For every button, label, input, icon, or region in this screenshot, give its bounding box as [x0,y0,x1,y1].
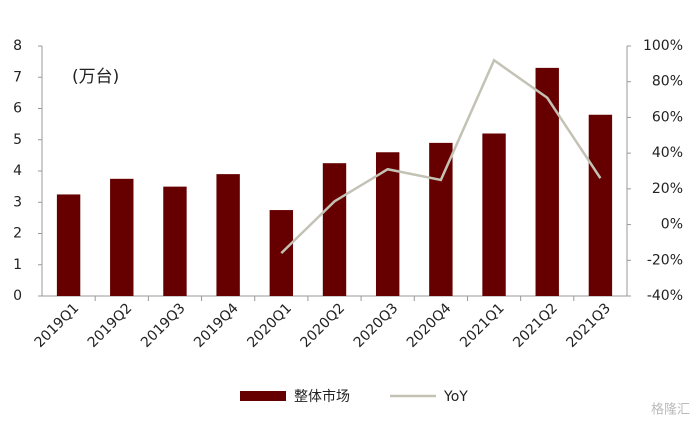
legend-label: 整体市场 [294,388,350,405]
bar [56,194,81,296]
y2-tick-label: 100% [643,38,683,54]
y-tick-label: 1 [13,257,22,273]
y-tick-label: 2 [13,226,22,242]
y-tick-label: 0 [13,288,22,304]
y-tick-label: 7 [13,69,22,85]
bar [375,152,400,296]
legend-swatch [240,391,286,401]
y2-tick-label: -20% [647,252,683,268]
y2-tick-label: 80% [652,74,683,90]
y2-tick-label: 20% [652,181,683,197]
legend-label: YoY [443,389,468,405]
bar [163,186,187,296]
bar [429,142,453,296]
bar [588,114,613,296]
y2-tick-label: 40% [652,145,683,161]
bar [482,133,506,296]
y2-tick-label: 60% [652,109,683,125]
y-tick-label: 6 [13,101,22,117]
bar [110,178,134,296]
bar [535,67,559,296]
y-tick-label: 8 [13,38,22,54]
y2-tick-label: 0% [661,217,683,233]
unit-annotation: (万台) [72,67,119,87]
bar [216,174,240,296]
y-tick-label: 5 [13,132,22,148]
y-tick-label: 4 [13,163,22,179]
y2-tick-label: -40% [647,288,683,304]
watermark: 格隆汇 [651,402,690,418]
y-tick-label: 3 [13,194,22,210]
line [280,58,602,255]
bar [322,163,347,296]
